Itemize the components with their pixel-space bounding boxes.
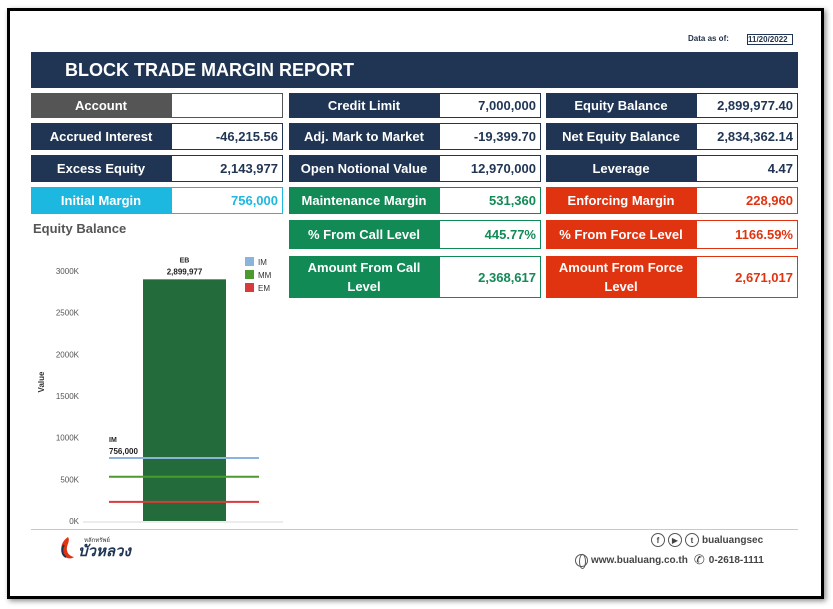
maintenance-margin-value: 531,360 — [439, 187, 541, 214]
website-link[interactable]: www.bualuang.co.th — [591, 554, 688, 566]
account-label: Account — [31, 93, 171, 118]
excess-equity-label: Excess Equity — [31, 155, 171, 182]
amount-from-call-level-label: Amount From Call Level — [289, 256, 439, 298]
phone-icon: ✆ — [693, 552, 705, 567]
lotus-logo-icon — [58, 535, 76, 561]
y-tick-label: 3000K — [56, 267, 80, 276]
equity-balance-section-title: Equity Balance — [33, 221, 127, 236]
equity-balance-value: 2,899,977.40 — [696, 93, 798, 118]
page-title: BLOCK TRADE MARGIN REPORT — [31, 52, 798, 88]
globe-icon — [575, 553, 588, 569]
enforcing-margin-value: 228,960 — [696, 187, 798, 214]
pct-from-call-level-label: % From Call Level — [289, 220, 439, 249]
legend-swatch — [245, 270, 254, 279]
equity-balance-label: Equity Balance — [546, 93, 696, 118]
legend-swatch — [245, 283, 254, 292]
brand-name: บัวหลวง — [78, 542, 131, 560]
brand-small-text: หลักทรัพย์ — [84, 537, 110, 544]
y-tick-label: 2000K — [56, 350, 80, 359]
amount-from-force-level-value: 2,671,017 — [696, 256, 798, 298]
net-equity-balance-label: Net Equity Balance — [546, 123, 696, 150]
bar-category-label: EB — [180, 257, 190, 264]
account-value — [171, 93, 283, 118]
data-as-of-label: Data as of: — [688, 34, 729, 43]
phone-number: 0-2618-1111 — [708, 554, 764, 566]
enforcing-margin-label: Enforcing Margin — [546, 187, 696, 214]
y-tick-label: 1500K — [56, 392, 80, 401]
leverage-label: Leverage — [546, 155, 696, 182]
adj-mark-to-market-value: -19,399.70 — [439, 123, 541, 150]
ref-annotation-value: 756,000 — [109, 447, 138, 456]
accrued-interest-label: Accrued Interest — [31, 123, 171, 150]
brand-logo: หลักทรัพย์ บัวหลวง — [58, 535, 131, 561]
pct-from-force-level-label: % From Force Level — [546, 220, 696, 249]
youtube-icon[interactable]: ▶ — [668, 533, 682, 547]
y-tick-label: 0K — [69, 517, 79, 526]
y-tick-label: 2500K — [56, 309, 80, 318]
contact-info: www.bualuang.co.th ✆ 0-2618-1111 — [575, 552, 764, 569]
bar-data-label: 2,899,977 — [167, 267, 203, 276]
ref-annotation-label: IM — [109, 437, 117, 444]
amount-from-call-level-value: 2,368,617 — [439, 256, 541, 298]
maintenance-margin-label: Maintenance Margin — [289, 187, 439, 214]
adj-mark-to-market-label: Adj. Mark to Market — [289, 123, 439, 150]
y-tick-label: 500K — [60, 475, 79, 484]
y-tick-label: 1000K — [56, 434, 80, 443]
footer-divider — [31, 529, 798, 530]
credit-limit-value: 7,000,000 — [439, 93, 541, 118]
accrued-interest-value: -46,215.56 — [171, 123, 283, 150]
open-notional-value-value: 12,970,000 — [439, 155, 541, 182]
credit-limit-label: Credit Limit — [289, 93, 439, 118]
legend-entry: MM — [258, 271, 272, 280]
pct-from-force-level-value: 1166.59% — [696, 220, 798, 249]
legend-swatch — [245, 257, 254, 266]
net-equity-balance-value: 2,834,362.14 — [696, 123, 798, 150]
open-notional-value-label: Open Notional Value — [289, 155, 439, 182]
amount-from-force-level-label: Amount From Force Level — [546, 256, 696, 298]
initial-margin-value: 756,000 — [171, 187, 283, 214]
initial-margin-label: Initial Margin — [31, 187, 171, 214]
pct-from-call-level-value: 445.77% — [439, 220, 541, 249]
excess-equity-value: 2,143,977 — [171, 155, 283, 182]
leverage-value: 4.47 — [696, 155, 798, 182]
twitter-icon[interactable]: t — [685, 533, 699, 547]
legend-entry: EM — [258, 284, 270, 293]
social-handle[interactable]: bualuangsec — [702, 534, 764, 546]
bar-eb — [143, 279, 226, 521]
social-links: f ▶ t bualuangsec — [651, 533, 763, 547]
equity-balance-chart: 0K 500K 1000K 1500K 2000K 2500K 3000K Value EB 2,… — [37, 257, 283, 526]
legend-entry: IM — [258, 258, 267, 267]
facebook-icon[interactable]: f — [651, 533, 665, 547]
data-as-of-value: 11/20/2022 — [747, 34, 793, 45]
y-axis-title: Value — [37, 371, 46, 392]
